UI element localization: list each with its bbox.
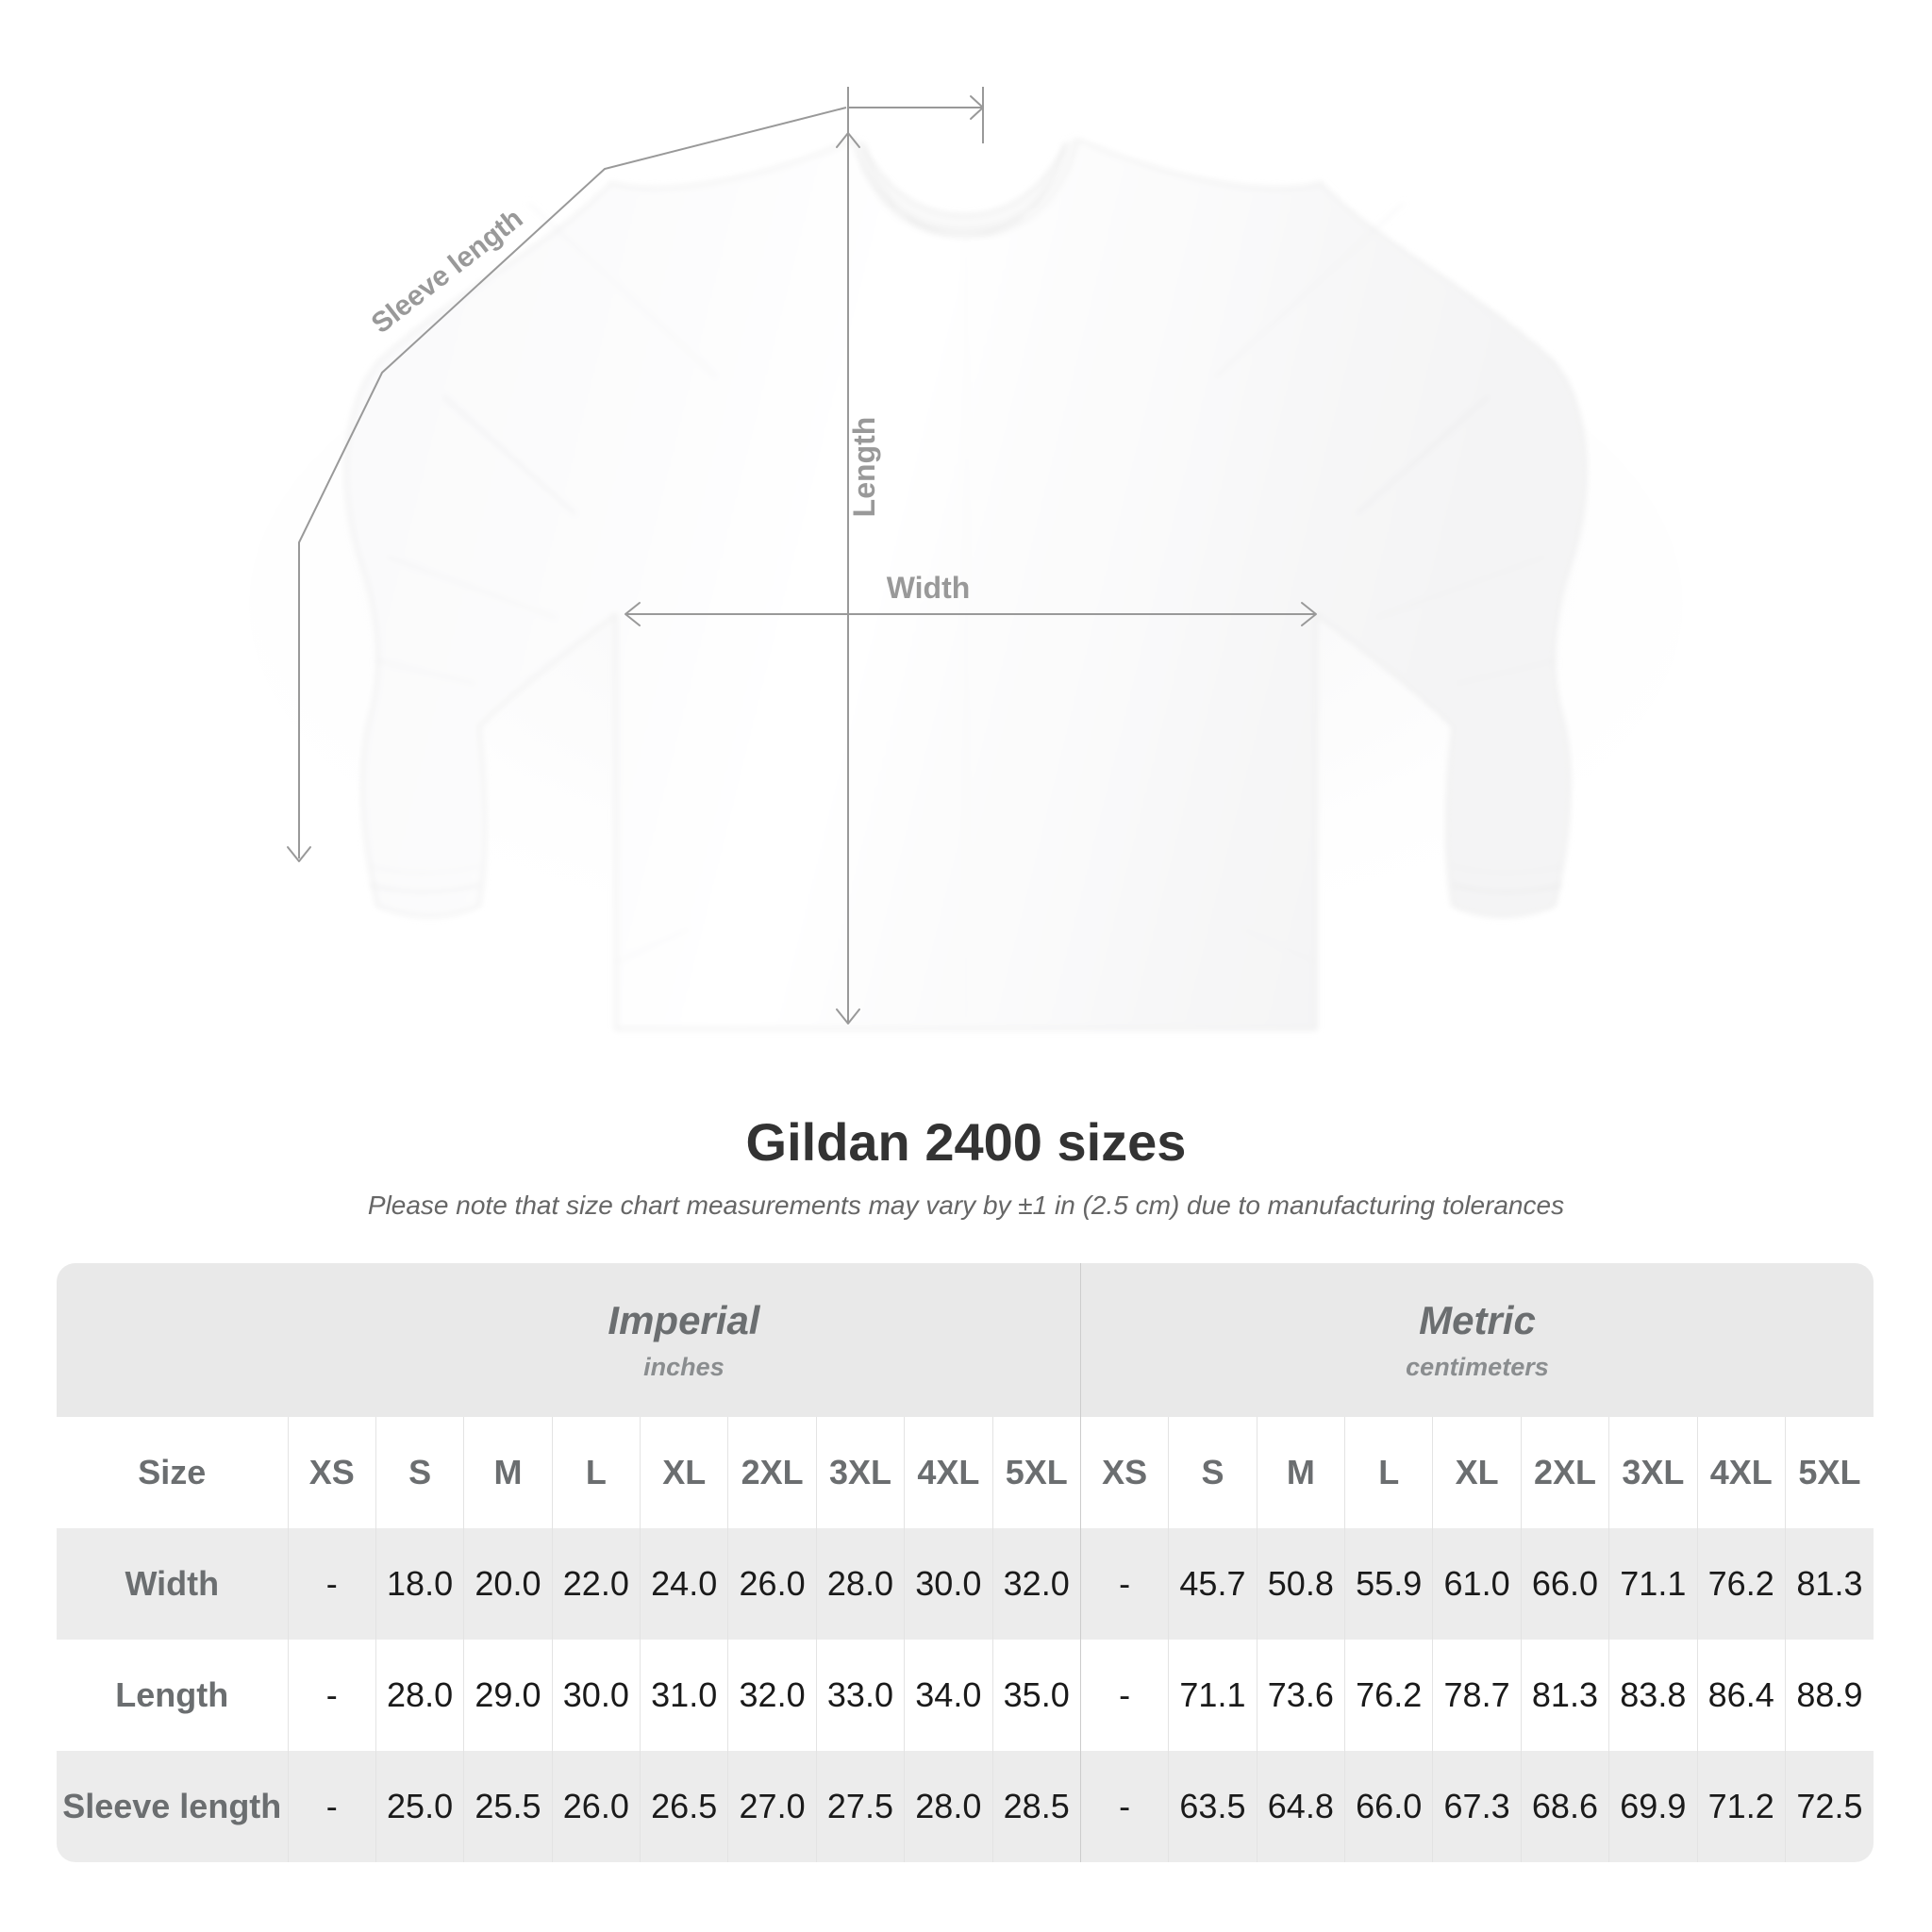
svg-text:Width: Width [887, 571, 971, 605]
svg-text:Length: Length [847, 417, 881, 518]
